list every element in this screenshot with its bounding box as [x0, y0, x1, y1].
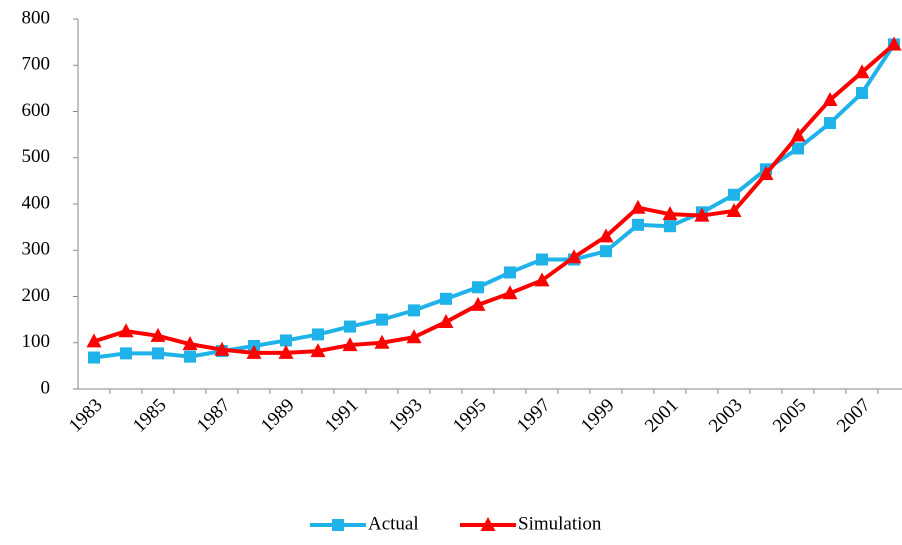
series-line — [93, 42, 896, 355]
legend-label: Actual — [368, 513, 419, 534]
x-tick-label: 1993 — [385, 395, 427, 437]
point — [278, 344, 294, 359]
legend-marker — [332, 519, 344, 531]
x-tick-label: 1995 — [449, 395, 491, 437]
point — [310, 343, 326, 358]
x-tick-label: 2003 — [705, 395, 747, 437]
point — [246, 344, 262, 359]
point — [438, 313, 454, 328]
x-tick-label: 1991 — [321, 395, 363, 437]
point — [376, 313, 388, 326]
point — [312, 328, 324, 341]
point — [824, 117, 836, 130]
y-tick-label: 200 — [22, 285, 51, 306]
point — [726, 202, 742, 217]
point — [504, 266, 516, 279]
point — [214, 341, 230, 356]
point — [856, 87, 868, 99]
y-tick-label: 100 — [22, 331, 51, 352]
point — [600, 245, 612, 258]
point — [374, 334, 390, 349]
x-tick-label: 2001 — [641, 395, 683, 437]
point — [152, 347, 164, 360]
x-tick-label: 1989 — [257, 395, 299, 437]
point — [536, 253, 548, 266]
y-tick-label: 300 — [22, 239, 51, 260]
point — [854, 64, 870, 79]
point — [822, 91, 838, 106]
point — [88, 351, 100, 364]
point — [408, 304, 420, 317]
point — [632, 218, 644, 231]
point — [728, 188, 740, 201]
x-tick-label: 1983 — [65, 395, 107, 437]
point — [886, 36, 902, 51]
point — [470, 296, 486, 311]
x-tick-label: 1987 — [193, 395, 235, 437]
legend-item: Simulation — [460, 513, 602, 534]
point — [598, 228, 614, 243]
point — [406, 329, 422, 344]
point — [534, 272, 550, 287]
point — [664, 220, 676, 233]
point — [182, 336, 198, 351]
x-tick-label: 1985 — [129, 395, 171, 437]
x-tick-label: 1997 — [513, 395, 555, 437]
series — [86, 36, 902, 359]
point — [86, 333, 102, 348]
y-tick-label: 0 — [41, 377, 51, 398]
point — [118, 323, 134, 338]
legend-label: Simulation — [518, 513, 602, 534]
point — [344, 320, 356, 333]
legend-item: Actual — [310, 513, 419, 534]
point — [790, 127, 806, 142]
point — [440, 292, 452, 305]
point — [566, 249, 582, 264]
point — [630, 199, 646, 214]
y-tick-label: 800 — [22, 7, 51, 28]
y-tick-label: 700 — [22, 54, 51, 75]
x-tick-label: 2007 — [833, 395, 875, 437]
point — [280, 334, 292, 347]
point — [150, 327, 166, 342]
point — [758, 165, 774, 180]
point — [502, 285, 518, 300]
series — [88, 38, 900, 364]
legend-marker — [480, 517, 496, 531]
y-tick-label: 500 — [22, 146, 51, 167]
point — [662, 206, 678, 221]
series-line — [93, 43, 896, 360]
x-tick-label: 2005 — [769, 395, 811, 437]
point — [792, 142, 804, 155]
x-tick-label: 1999 — [577, 395, 619, 437]
y-tick-label: 400 — [22, 192, 51, 213]
y-tick-label: 600 — [22, 100, 51, 121]
point — [472, 281, 484, 294]
point — [184, 350, 196, 363]
point — [342, 337, 358, 352]
point — [694, 207, 710, 222]
point — [120, 347, 132, 360]
